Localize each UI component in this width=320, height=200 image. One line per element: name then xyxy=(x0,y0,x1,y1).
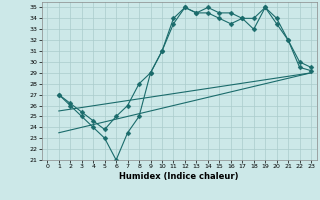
X-axis label: Humidex (Indice chaleur): Humidex (Indice chaleur) xyxy=(119,172,239,181)
